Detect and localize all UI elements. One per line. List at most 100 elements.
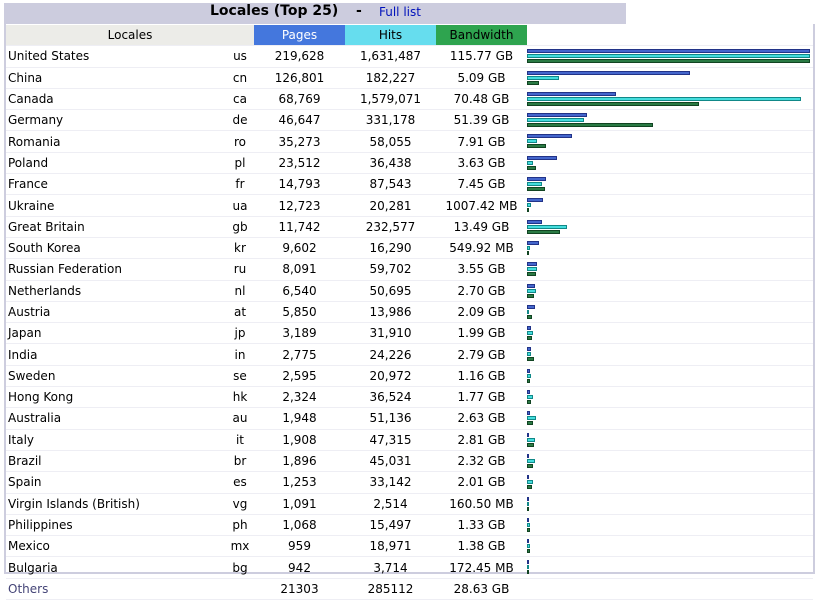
table-row: China cn 126,801 182,227 5.09 GB (6, 67, 813, 89)
pages-bar (527, 411, 530, 416)
hits-value: 15,497 (345, 514, 436, 537)
locale-code: ca (226, 88, 254, 111)
hits-value: 331,178 (345, 109, 436, 132)
bandwidth-bar (527, 400, 531, 405)
table-row: Mexico mx 959 18,971 1.38 GB (6, 535, 813, 558)
locale-name: India (6, 343, 226, 366)
bar-graph-cell (527, 130, 813, 153)
hits-value: 1,631,487 (345, 45, 436, 68)
hits-value: 20,281 (345, 194, 436, 217)
pages-value: 6,540 (254, 280, 345, 302)
section-title: Locales (Top 25) (210, 3, 339, 19)
hits-bar (527, 288, 536, 293)
table-row: South Korea kr 9,602 16,290 549.92 MB (6, 237, 813, 260)
pages-value: 2,775 (254, 343, 345, 366)
locales-table: Locales Pages Hits Bandwidth United Stat… (6, 25, 813, 600)
hits-value: 58,055 (345, 130, 436, 153)
hits-value: 3,714 (345, 556, 436, 579)
column-header-pages: Pages (254, 25, 345, 47)
locale-code: it (226, 429, 254, 451)
full-list-link[interactable]: Full list (379, 5, 421, 19)
section-title-bar (4, 3, 626, 24)
pages-bar (527, 347, 531, 352)
hits-bar (527, 245, 530, 250)
hits-bar (527, 373, 531, 378)
table-row: United States us 219,628 1,631,487 115.77 GB (6, 45, 813, 68)
table-row: Italy it 1,908 47,315 2.81 GB (6, 429, 813, 451)
bandwidth-value: 2.79 GB (436, 343, 527, 366)
bandwidth-value: 7.45 GB (436, 173, 527, 196)
hits-value: 59,702 (345, 258, 436, 281)
hits-bar (527, 118, 584, 123)
pages-bar (527, 240, 539, 245)
bandwidth-value: 3.55 GB (436, 258, 527, 281)
locale-name: Spain (6, 471, 226, 494)
bar-graph-cell (527, 258, 813, 281)
pages-bar (527, 155, 557, 160)
locale-code: nl (226, 280, 254, 302)
hits-value: 18,971 (345, 535, 436, 558)
bandwidth-bar (527, 123, 653, 128)
pages-value: 14,793 (254, 173, 345, 196)
bar-graph-cell (527, 429, 813, 451)
hits-bar (527, 352, 531, 357)
hits-value: 1,579,071 (345, 88, 436, 111)
locale-code: gb (226, 216, 254, 238)
locale-name: Sweden (6, 365, 226, 388)
locale-name: Netherlands (6, 280, 226, 302)
pages-bar (527, 539, 529, 544)
table-row: Austria at 5,850 13,986 2.09 GB (6, 301, 813, 324)
locale-code: ro (226, 130, 254, 153)
locale-code: at (226, 301, 254, 324)
bandwidth-value: 1.33 GB (436, 514, 527, 537)
bar-graph-cell (527, 556, 813, 579)
pages-bar (527, 326, 531, 331)
bandwidth-bar (527, 506, 529, 511)
bar-graph-cell (527, 152, 813, 175)
bar-graph-cell (527, 365, 813, 388)
pages-value: 1,896 (254, 450, 345, 473)
bandwidth-bar (527, 357, 534, 362)
hits-value: 36,524 (345, 386, 436, 409)
hits-value: 232,577 (345, 216, 436, 238)
bandwidth-value: 13.49 GB (436, 216, 527, 238)
bandwidth-bar (527, 549, 530, 554)
hits-value: 2,514 (345, 493, 436, 515)
bandwidth-bar (527, 208, 529, 213)
pages-value: 12,723 (254, 194, 345, 217)
hits-value: 45,031 (345, 450, 436, 473)
bandwidth-value: 51.39 GB (436, 109, 527, 132)
others-hits: 285112 (345, 578, 436, 600)
pages-bar (527, 432, 529, 437)
locale-name: Russian Federation (6, 258, 226, 281)
locale-code: mx (226, 535, 254, 558)
column-header-bandwidth: Bandwidth (436, 25, 527, 47)
table-row: Virgin Islands (British) vg 1,091 2,514 160.… (6, 493, 813, 515)
bar-graph-cell (527, 343, 813, 366)
pages-value: 1,068 (254, 514, 345, 537)
locale-name: Poland (6, 152, 226, 175)
locale-name: South Korea (6, 237, 226, 260)
bar-graph-cell (527, 173, 813, 196)
locale-name: Italy (6, 429, 226, 451)
locale-code: fr (226, 173, 254, 196)
locale-code: hk (226, 386, 254, 409)
locale-code: br (226, 450, 254, 473)
locale-name: Philippines (6, 514, 226, 537)
table-row: Japan jp 3,189 31,910 1.99 GB (6, 322, 813, 345)
bar-graph-cell (527, 322, 813, 345)
table-row: Hong Kong hk 2,324 36,524 1.77 GB (6, 386, 813, 409)
bandwidth-bar (527, 80, 539, 85)
hits-value: 50,695 (345, 280, 436, 302)
bandwidth-bar (527, 336, 532, 341)
hits-bar (527, 309, 529, 314)
pages-bar (527, 453, 529, 458)
pages-bar (527, 177, 546, 182)
bar-graph-cell (527, 67, 813, 89)
bar-graph-cell (527, 301, 813, 324)
pages-bar (527, 283, 535, 288)
locale-code: us (226, 45, 254, 68)
bar-graph-cell (527, 88, 813, 111)
bandwidth-value: 115.77 GB (436, 45, 527, 68)
bandwidth-bar (527, 421, 533, 426)
